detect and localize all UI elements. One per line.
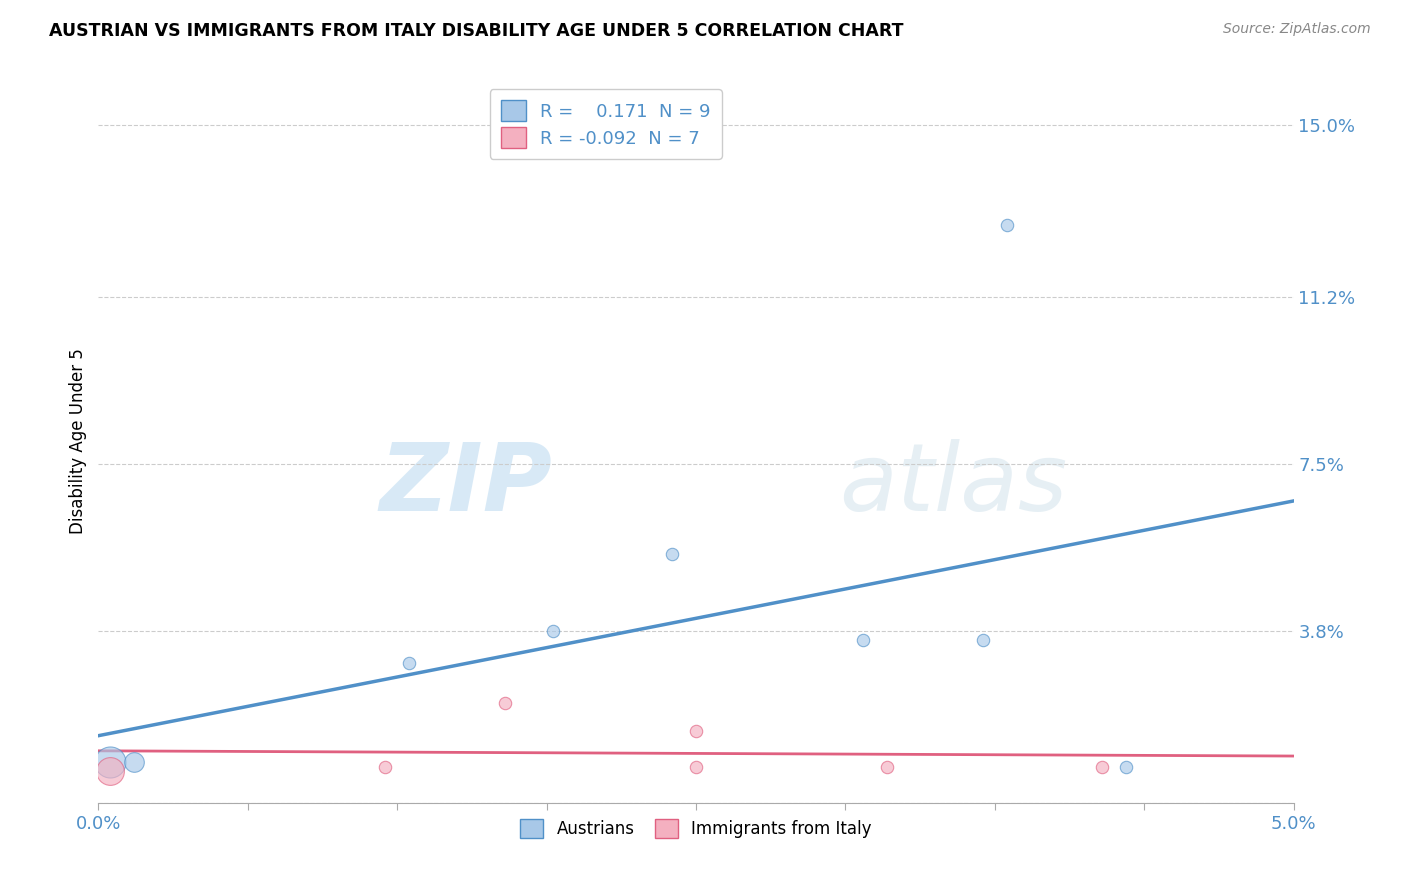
Text: atlas: atlas <box>839 440 1067 531</box>
Legend: Austrians, Immigrants from Italy: Austrians, Immigrants from Italy <box>513 813 879 845</box>
Point <box>374 760 396 774</box>
Point <box>124 755 146 769</box>
Point <box>1091 760 1114 774</box>
Point <box>972 633 994 648</box>
Point <box>876 760 898 774</box>
Point <box>494 697 516 711</box>
Point <box>98 755 122 769</box>
Point <box>98 764 122 779</box>
Point <box>685 760 707 774</box>
Point <box>852 633 875 648</box>
Text: AUSTRIAN VS IMMIGRANTS FROM ITALY DISABILITY AGE UNDER 5 CORRELATION CHART: AUSTRIAN VS IMMIGRANTS FROM ITALY DISABI… <box>49 22 904 40</box>
Point <box>685 723 707 738</box>
Y-axis label: Disability Age Under 5: Disability Age Under 5 <box>69 349 87 534</box>
Point <box>995 218 1018 232</box>
Text: Source: ZipAtlas.com: Source: ZipAtlas.com <box>1223 22 1371 37</box>
Point <box>1115 760 1137 774</box>
Text: ZIP: ZIP <box>380 439 553 531</box>
Point <box>541 624 564 639</box>
Point <box>398 656 420 670</box>
Point <box>661 548 683 562</box>
